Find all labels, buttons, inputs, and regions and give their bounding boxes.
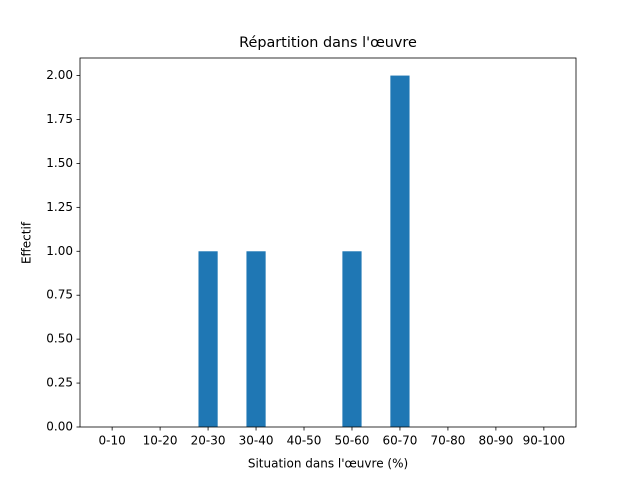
plot-area [198,75,410,428]
x-tick-label: 60-70 [383,434,418,448]
bar [342,251,362,427]
x-tick-label: 10-20 [143,434,178,448]
bar [198,251,218,427]
x-tick-label: 90-100 [523,434,566,448]
x-tick-label: 70-80 [430,434,465,448]
x-tick-label: 50-60 [335,434,370,448]
x-tick-label: 0-10 [99,434,126,448]
x-tick-label: 20-30 [191,434,226,448]
x-axis-label: Situation dans l'œuvre (%) [248,457,408,471]
x-tick-label: 30-40 [239,434,274,448]
y-tick-label: 1.25 [46,200,73,214]
y-tick-label: 0.00 [46,420,73,434]
x-tick-label: 40-50 [287,434,322,448]
chart-title: Répartition dans l'œuvre [239,35,417,51]
y-tick-label: 0.50 [46,332,73,346]
y-tick-label: 0.25 [46,376,73,390]
y-tick-label: 2.00 [46,68,73,82]
y-tick-label: 0.75 [46,288,73,302]
y-axis-label: Effectif [20,221,34,264]
x-tick-label: 80-90 [478,434,513,448]
bar [246,251,266,427]
y-tick-label: 1.75 [46,112,73,126]
y-tick-label: 1.00 [46,244,73,258]
axes-frame [79,57,577,428]
bar [390,75,410,428]
y-tick-label: 1.50 [46,156,73,170]
